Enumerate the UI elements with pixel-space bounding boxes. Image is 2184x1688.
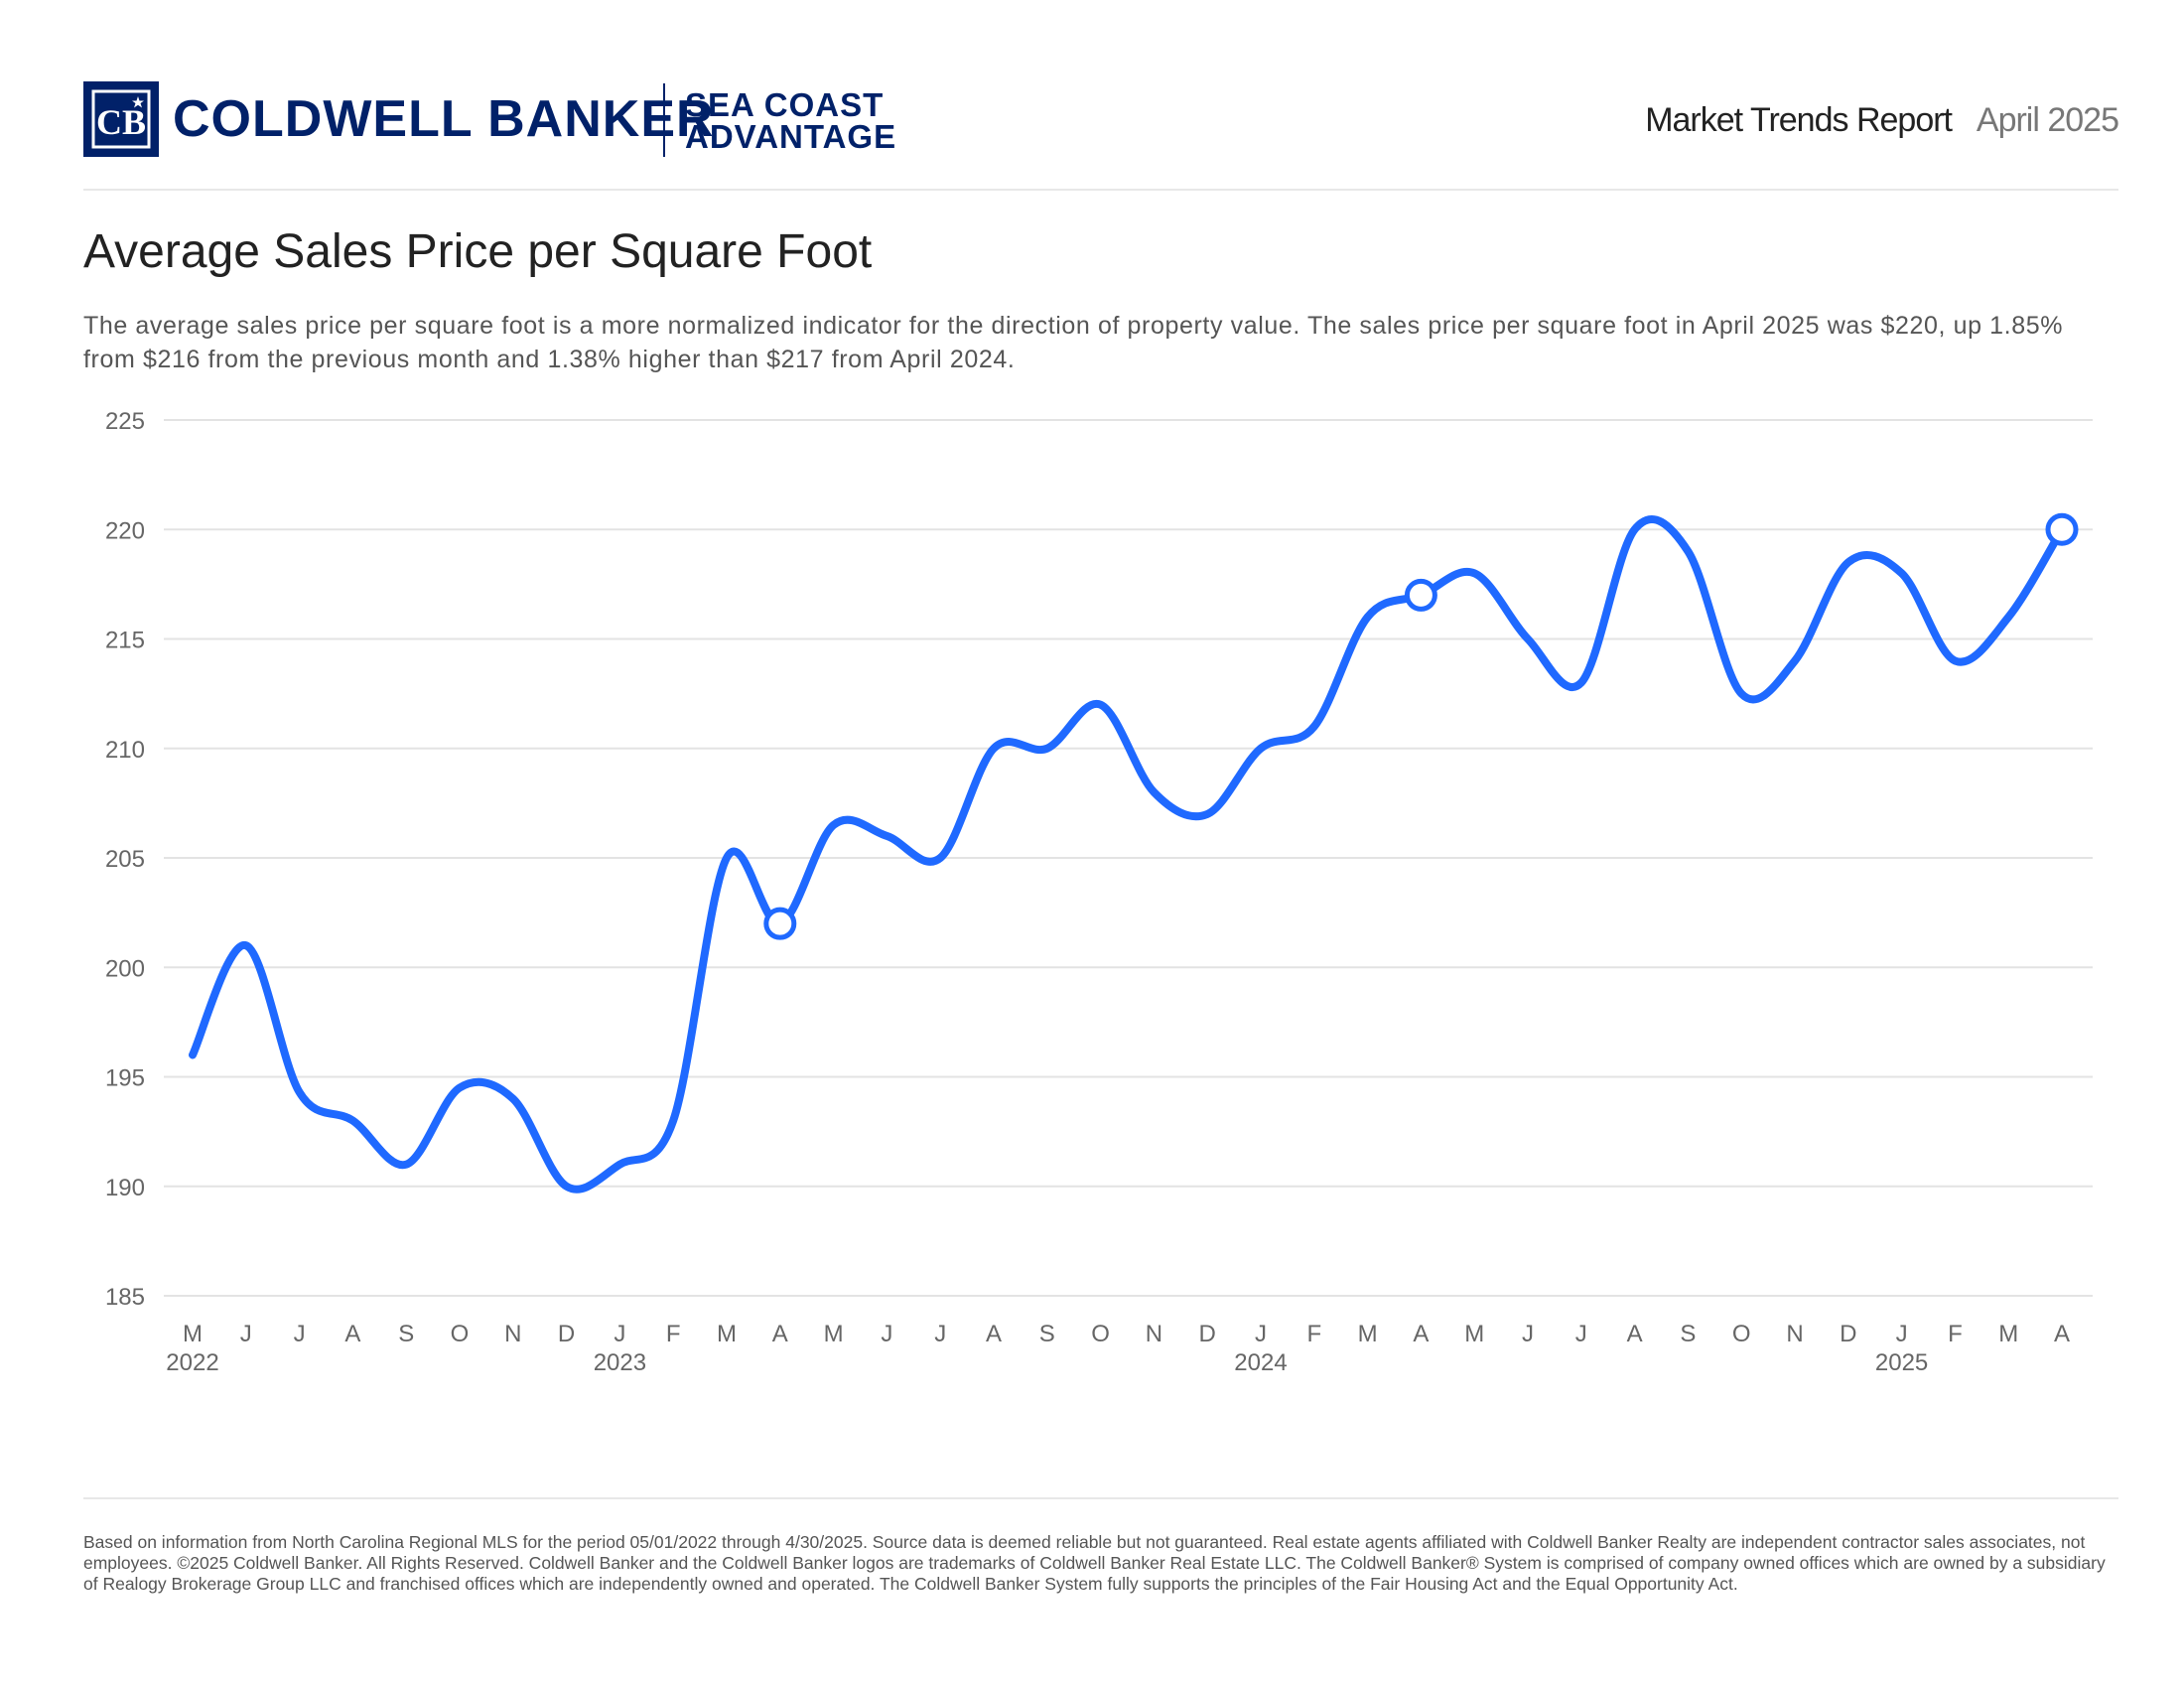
report-header: CB COLDWELL BANKER SEA COAST ADVANTAGE M… [83,81,2119,159]
year-label: 2024 [1234,1349,1287,1376]
page-title: Average Sales Price per Square Foot [83,225,873,278]
x-tick-label: A [1627,1321,1643,1347]
header-divider [83,189,2118,191]
x-tick-label: A [986,1321,1002,1347]
y-tick-label: 225 [105,408,145,435]
x-tick-label: D [558,1321,575,1347]
chart-description: The average sales price per square foot … [83,312,2064,373]
x-tick-label: S [1039,1321,1055,1347]
logo-divider [663,83,665,157]
x-tick-label: O [451,1321,470,1347]
x-tick-label: M [1998,1321,2018,1347]
x-tick-label: J [294,1321,306,1347]
sub-brand-line2: ADVANTAGE [685,118,897,155]
y-tick-label: 210 [105,737,145,764]
x-tick-label: N [1786,1321,1803,1347]
brand-name: COLDWELL BANKER [173,90,715,148]
x-tick-label: J [614,1321,625,1347]
sub-brand: SEA COAST ADVANTAGE [685,86,897,155]
series-line [189,515,2066,1194]
footer-disclaimer: Based on information from North Carolina… [83,1532,2106,1594]
y-tick-label: 215 [105,628,145,654]
price-per-sqft-line-chart: 185 190 195 200 205 210 215 220 225 M J J A S O N D J F M A M… [105,408,2093,1376]
footer-divider [83,1497,2118,1499]
x-tick-label: J [881,1321,892,1347]
x-tick-label: J [240,1321,252,1347]
x-tick-label: M [183,1321,203,1347]
year-label: 2022 [166,1349,218,1376]
x-tick-label: S [1680,1321,1696,1347]
x-tick-label: A [772,1321,788,1347]
x-tick-label: M [717,1321,737,1347]
x-tick-label: M [1464,1321,1484,1347]
y-tick-label: 220 [105,517,145,544]
y-tick-label: 195 [105,1065,145,1092]
x-tick-label: S [398,1321,414,1347]
x-tick-label: J [1522,1321,1534,1347]
x-tick-label: A [2054,1321,2070,1347]
data-point-marker [763,907,797,940]
y-tick-label: 200 [105,955,145,982]
cb-monogram-icon: CB [91,89,151,149]
y-tick-label: 205 [105,846,145,873]
x-tick-label: F [666,1321,681,1347]
x-tick-label: F [1948,1321,1963,1347]
y-tick-label: 190 [105,1175,145,1201]
report-date: April 2025 [1976,101,2119,139]
x-tick-label: F [1306,1321,1321,1347]
data-point-marker [1404,578,1437,612]
x-tick-label: O [1091,1321,1110,1347]
y-tick-label: 185 [105,1284,145,1311]
x-tick-label: N [504,1321,521,1347]
x-tick-label: J [1896,1321,1908,1347]
data-point-marker [2045,512,2079,546]
x-tick-label: M [824,1321,844,1347]
x-tick-label: O [1732,1321,1751,1347]
year-label: 2023 [594,1349,646,1376]
coldwell-banker-logo: CB [83,81,159,157]
year-label: 2025 [1875,1349,1928,1376]
x-tick-label: M [1358,1321,1378,1347]
report-title: Market Trends Report [1645,101,1953,139]
x-tick-label: D [1199,1321,1216,1347]
logo-monogram: CB [96,102,146,142]
x-tick-label: J [1255,1321,1267,1347]
sub-brand-line1: SEA COAST [685,86,885,123]
x-tick-label: A [344,1321,360,1347]
x-tick-label: J [934,1321,946,1347]
x-tick-label: A [1413,1321,1429,1347]
x-tick-label: N [1146,1321,1162,1347]
x-tick-label: J [1575,1321,1587,1347]
x-tick-label: D [1840,1321,1856,1347]
